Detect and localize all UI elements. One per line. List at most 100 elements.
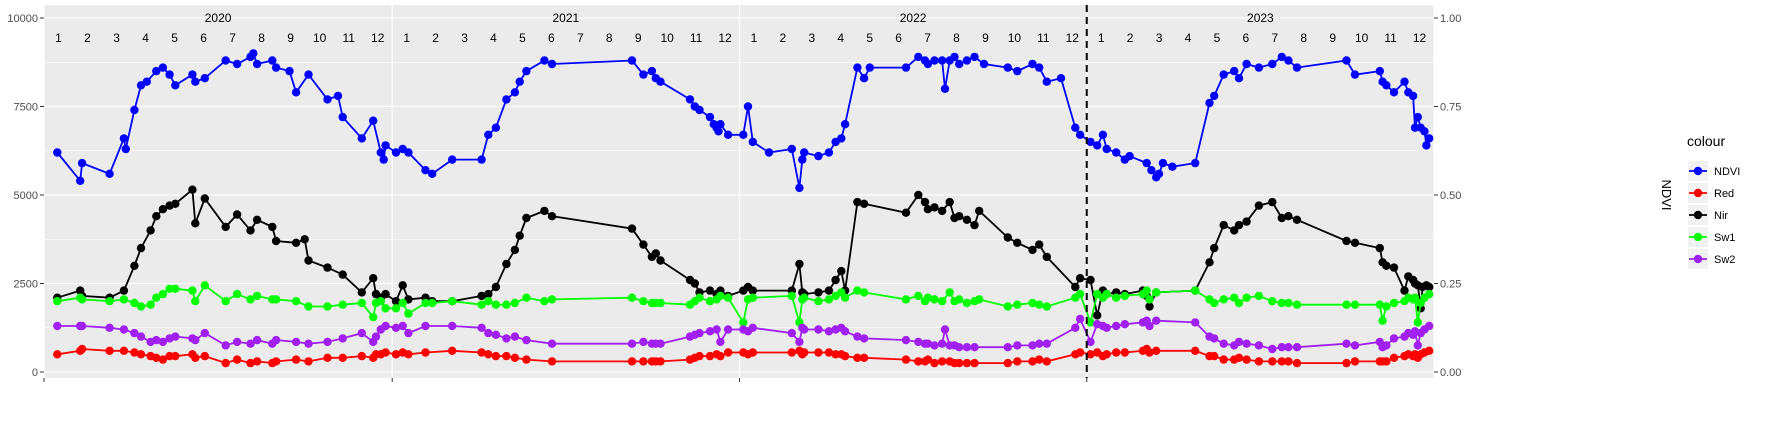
data-point-red bbox=[158, 355, 168, 364]
month-label: 8 bbox=[258, 31, 265, 45]
data-point-nir bbox=[1219, 220, 1228, 230]
month-label: 9 bbox=[287, 31, 294, 45]
data-point-nir bbox=[515, 231, 524, 240]
data-point-red bbox=[639, 357, 648, 366]
data-point-ndvi bbox=[1210, 91, 1219, 101]
data-point-ndvi bbox=[764, 148, 774, 157]
data-point-sw2 bbox=[814, 325, 823, 334]
data-series bbox=[53, 49, 1434, 368]
data-point-sw2 bbox=[271, 335, 281, 345]
data-point-red bbox=[970, 358, 979, 368]
data-point-red bbox=[1120, 348, 1130, 357]
data-point-sw1 bbox=[1120, 291, 1130, 301]
data-point-sw1 bbox=[1350, 300, 1360, 309]
data-point-sw1 bbox=[1219, 295, 1228, 304]
data-point-sw2 bbox=[1284, 343, 1293, 352]
month-label: 2 bbox=[1127, 31, 1134, 45]
data-point-sw1 bbox=[840, 293, 850, 302]
data-point-sw1 bbox=[1234, 298, 1244, 308]
data-point-sw1 bbox=[955, 295, 964, 304]
data-point-nir bbox=[323, 263, 332, 272]
y-left-tick-label: 2500 bbox=[14, 279, 38, 291]
data-point-ndvi bbox=[1242, 59, 1251, 69]
data-point-sw1 bbox=[705, 297, 715, 306]
data-point-sw1 bbox=[1142, 286, 1151, 295]
data-point-sw1 bbox=[1292, 300, 1302, 309]
data-point-sw1 bbox=[323, 302, 332, 311]
data-point-sw2 bbox=[656, 339, 665, 348]
data-point-nir bbox=[814, 288, 823, 297]
month-label: 7 bbox=[1271, 31, 1278, 45]
month-label: 12 bbox=[1066, 31, 1080, 45]
data-point-nir bbox=[188, 185, 197, 194]
data-point-sw1 bbox=[1410, 293, 1420, 302]
data-point-red bbox=[136, 350, 146, 359]
data-point-ndvi bbox=[1413, 112, 1423, 122]
data-point-red bbox=[357, 351, 366, 361]
data-point-sw1 bbox=[1013, 300, 1022, 309]
data-point-nir bbox=[914, 190, 923, 200]
data-point-sw2 bbox=[1071, 323, 1080, 332]
data-point-ndvi bbox=[547, 59, 557, 69]
data-point-sw1 bbox=[171, 284, 180, 293]
month-label: 8 bbox=[1300, 31, 1307, 45]
data-point-sw2 bbox=[930, 341, 939, 350]
data-point-sw2 bbox=[923, 339, 933, 348]
month-label: 1 bbox=[55, 31, 62, 45]
data-point-red bbox=[1152, 346, 1161, 355]
data-point-sw2 bbox=[477, 323, 486, 332]
data-point-ndvi bbox=[824, 148, 834, 157]
data-point-sw2 bbox=[130, 328, 139, 338]
data-point-red bbox=[271, 357, 281, 366]
data-point-sw2 bbox=[484, 328, 493, 338]
data-point-sw2 bbox=[448, 321, 457, 331]
data-point-red bbox=[1277, 357, 1287, 366]
data-point-sw2 bbox=[695, 328, 704, 338]
data-point-ndvi bbox=[923, 59, 933, 69]
data-point-sw2 bbox=[1075, 314, 1085, 324]
data-point-ndvi bbox=[200, 74, 209, 83]
data-point-red bbox=[705, 351, 715, 361]
data-point-ndvi bbox=[76, 176, 85, 185]
data-point-nir bbox=[651, 249, 660, 258]
data-point-sw1 bbox=[1268, 297, 1277, 306]
y-right-tick-label: 0.75 bbox=[1440, 102, 1461, 114]
data-point-ndvi bbox=[685, 95, 695, 104]
data-point-ndvi bbox=[105, 169, 114, 178]
data-point-ndvi bbox=[1071, 123, 1080, 132]
data-point-nir bbox=[1013, 238, 1022, 247]
data-point-red bbox=[232, 355, 242, 364]
data-point-sw2 bbox=[716, 337, 725, 347]
data-point-red bbox=[130, 348, 139, 357]
data-point-ndvi bbox=[1425, 134, 1434, 143]
data-point-nir bbox=[1093, 311, 1102, 320]
data-point-sw2 bbox=[136, 332, 146, 341]
data-point-red bbox=[1075, 348, 1085, 357]
y-left-tick-label: 5000 bbox=[14, 190, 38, 202]
data-point-sw2 bbox=[1268, 344, 1277, 354]
data-point-sw1 bbox=[716, 291, 725, 301]
data-point-nir bbox=[1242, 217, 1251, 226]
month-label: 4 bbox=[837, 31, 844, 45]
data-point-sw1 bbox=[1413, 318, 1423, 327]
data-point-sw1 bbox=[1382, 302, 1391, 311]
data-point-ndvi bbox=[171, 81, 180, 90]
data-point-sw2 bbox=[404, 328, 413, 338]
data-point-sw2 bbox=[1292, 343, 1302, 352]
data-point-nir bbox=[1284, 212, 1293, 221]
data-point-ndvi bbox=[1219, 70, 1228, 79]
data-point-ndvi bbox=[639, 70, 648, 79]
data-point-nir bbox=[975, 206, 984, 216]
data-point-sw1 bbox=[252, 291, 262, 301]
data-point-sw1 bbox=[119, 295, 129, 304]
data-point-red bbox=[53, 350, 62, 359]
data-point-ndvi bbox=[502, 95, 511, 104]
month-label: 3 bbox=[113, 31, 120, 45]
data-point-ndvi bbox=[304, 70, 313, 79]
data-point-sw2 bbox=[1003, 343, 1012, 352]
data-point-sw2 bbox=[522, 335, 531, 345]
data-point-ndvi bbox=[268, 56, 277, 65]
month-label: 2 bbox=[84, 31, 91, 45]
data-point-ndvi bbox=[515, 77, 524, 86]
